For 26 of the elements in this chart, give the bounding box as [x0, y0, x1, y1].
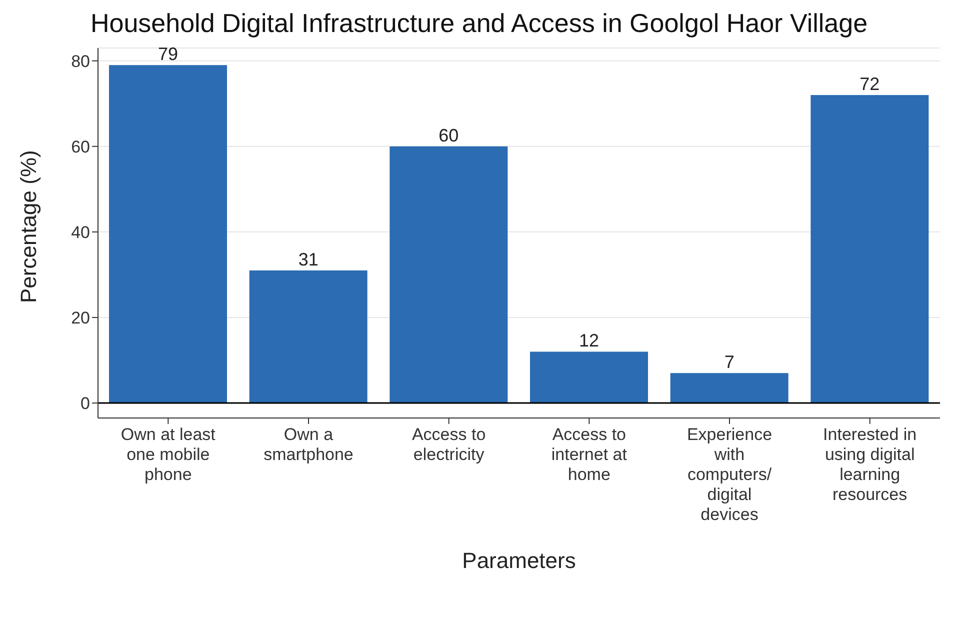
- bar: [670, 373, 788, 404]
- data-label: 12: [578, 330, 600, 351]
- x-tick-label: Access to electricity: [412, 425, 486, 464]
- x-tick-label: Own a smartphone: [264, 425, 354, 464]
- y-tick-label: 0: [80, 394, 90, 414]
- x-tick-label: Own at least one mobile phone: [120, 425, 216, 484]
- y-tick-label: 20: [71, 308, 90, 328]
- data-label: 72: [860, 74, 880, 94]
- data-label: 31: [298, 249, 318, 270]
- bar: [109, 65, 227, 404]
- x-tick-label: Access to internet at home: [551, 425, 628, 484]
- data-label: 60: [438, 125, 459, 146]
- y-tick-label: 40: [71, 222, 90, 242]
- bar: [810, 95, 929, 404]
- bar: [390, 146, 508, 404]
- bar: [530, 352, 648, 404]
- bar: [249, 270, 368, 404]
- x-axis-title: Parameters: [462, 548, 576, 573]
- data-label: 7: [724, 352, 734, 372]
- data-label: 79: [158, 44, 178, 64]
- x-tick-label: Experience with computers/ digital devices: [686, 425, 772, 524]
- x-tick-label: Interested in using digital learning resources: [823, 425, 917, 504]
- y-axis-title: Percentage (%): [16, 150, 41, 303]
- y-tick-label: 60: [71, 137, 90, 156]
- y-tick-label: 80: [71, 52, 90, 71]
- chart-title: Household Digital Infrastructure and Access in Goolgol Haor Village: [89, 8, 869, 38]
